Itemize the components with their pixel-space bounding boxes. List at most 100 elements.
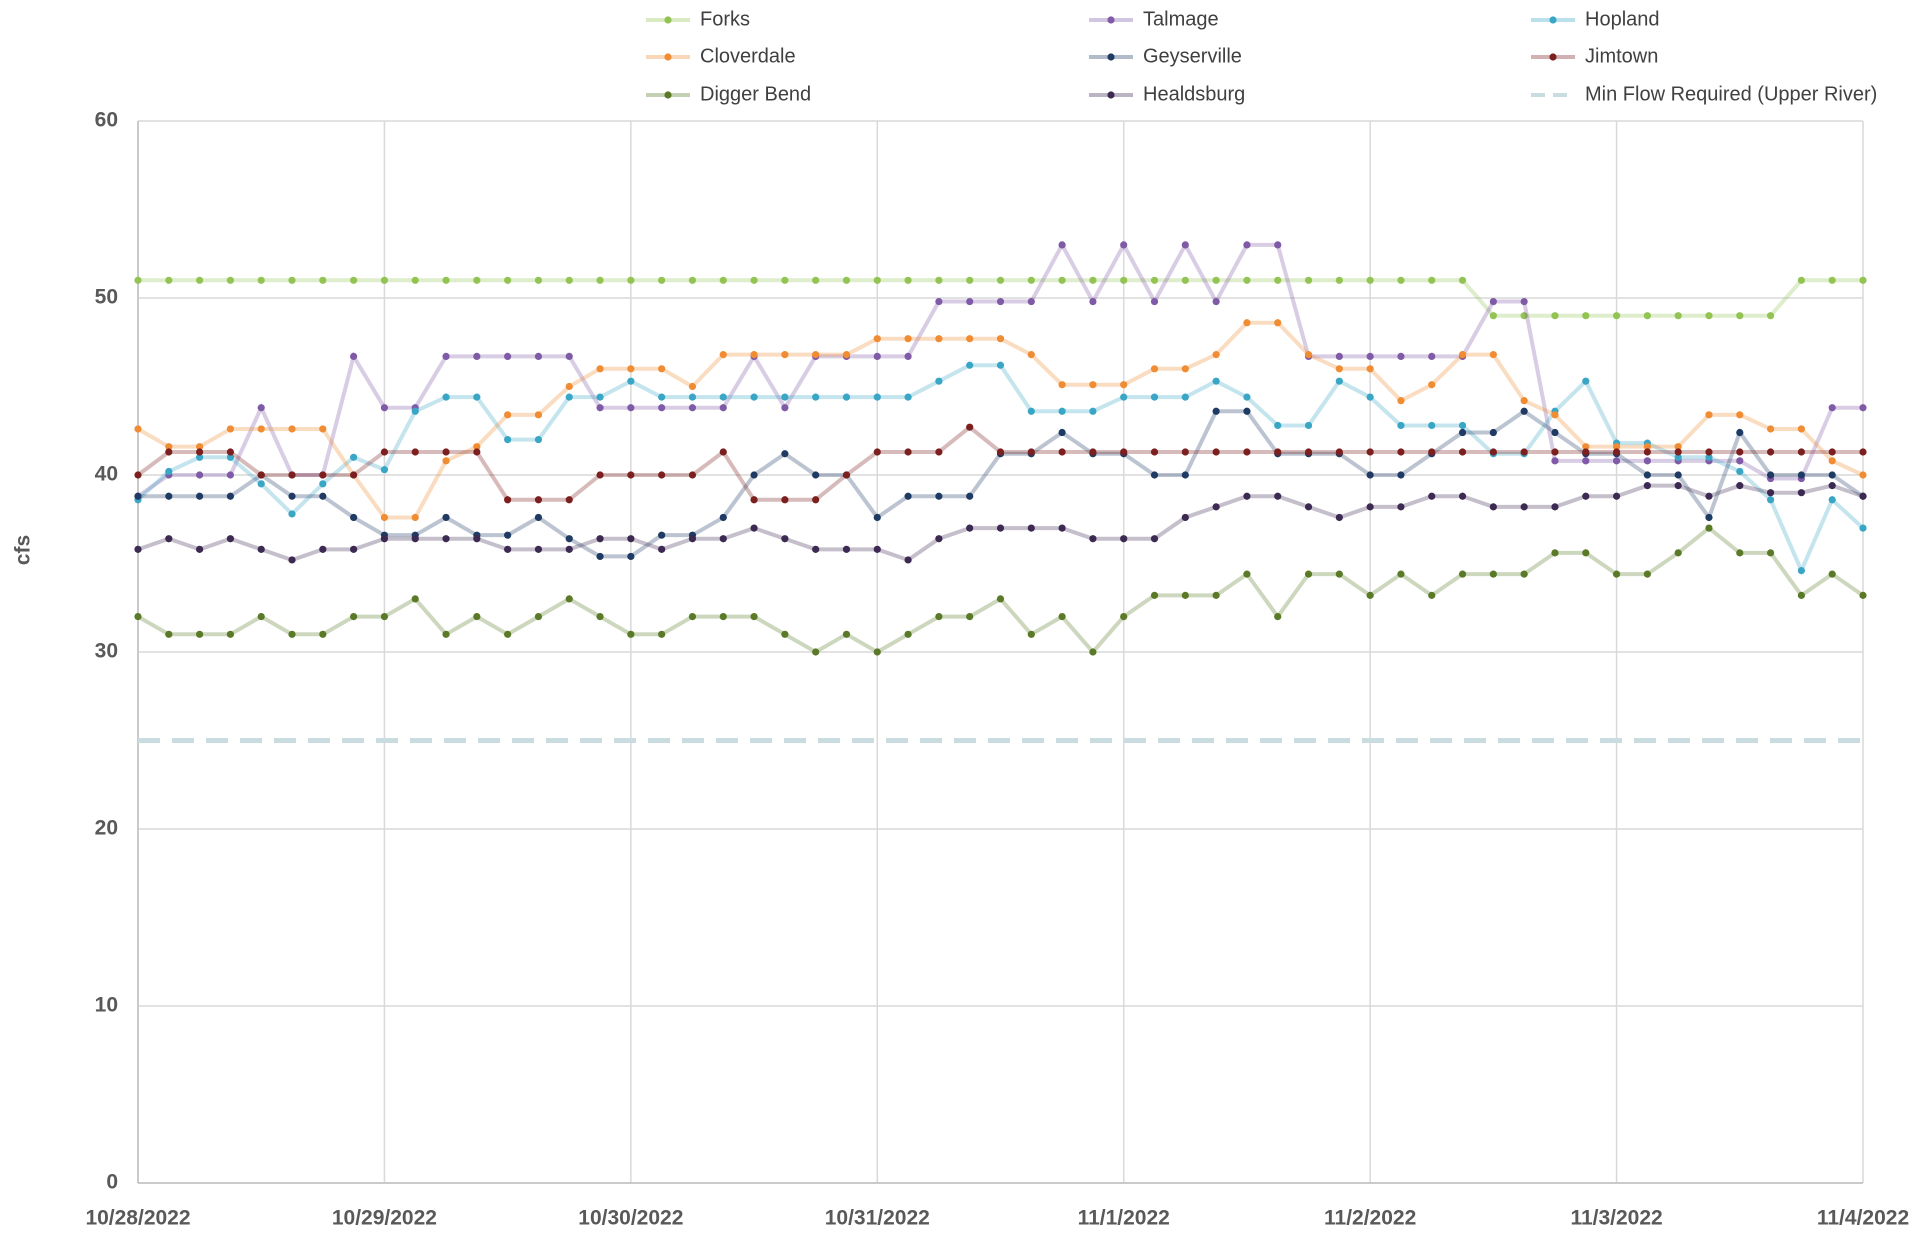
data-point [226, 535, 235, 543]
data-point [1582, 457, 1590, 465]
data-point [134, 545, 142, 553]
data-point [1335, 570, 1343, 578]
data-point [1797, 276, 1805, 284]
data-point [1428, 381, 1436, 389]
data-point [719, 351, 727, 359]
data-point [596, 365, 604, 373]
data-point [1643, 471, 1651, 479]
data-point [1397, 570, 1405, 578]
legend-label: Geyserville [1143, 45, 1242, 67]
data-point [196, 471, 204, 479]
data-point [1027, 276, 1035, 284]
data-point [1366, 365, 1374, 373]
data-point [1520, 312, 1528, 320]
data-point [688, 382, 697, 391]
data-point [1181, 448, 1189, 456]
data-point [196, 448, 204, 456]
data-point [473, 393, 481, 401]
data-point [1027, 630, 1035, 638]
data-point [750, 496, 758, 504]
data-point [1458, 492, 1467, 500]
data-point [473, 535, 481, 543]
data-point [1859, 276, 1867, 284]
legend-marker [664, 53, 672, 61]
data-point [411, 407, 419, 415]
data-point [350, 513, 358, 522]
data-point [534, 352, 543, 361]
data-point [134, 425, 142, 433]
data-point [1458, 351, 1467, 359]
data-point [1150, 393, 1159, 401]
data-point [750, 471, 758, 479]
data-point [1766, 448, 1775, 456]
data-point [658, 531, 666, 539]
data-point [966, 361, 974, 369]
data-point [534, 276, 543, 284]
data-point [719, 613, 727, 621]
legend-label: Jimtown [1585, 45, 1658, 67]
data-point [935, 335, 943, 343]
data-point [1027, 297, 1035, 306]
data-point [257, 276, 265, 284]
data-point [196, 453, 204, 461]
legend-label: Talmage [1143, 8, 1219, 30]
data-point [565, 535, 573, 543]
data-point [380, 466, 389, 474]
data-point [1705, 411, 1713, 419]
data-point [1458, 421, 1467, 430]
data-point [565, 276, 573, 284]
data-point [226, 492, 235, 500]
data-point [1828, 471, 1836, 479]
data-point [1428, 276, 1436, 284]
data-point [966, 276, 974, 284]
data-point [1150, 591, 1159, 599]
data-point [1274, 421, 1282, 430]
data-point [1797, 489, 1805, 497]
data-point [1705, 492, 1713, 500]
data-point [658, 393, 666, 401]
data-point [1089, 276, 1097, 284]
data-point [1828, 276, 1836, 284]
data-point [658, 545, 666, 553]
y-tick-label: 60 [95, 109, 118, 132]
data-point [750, 393, 758, 401]
data-point [1859, 492, 1867, 500]
data-point [1828, 448, 1836, 456]
data-point [1551, 411, 1559, 419]
data-point [350, 453, 358, 461]
data-point [1181, 365, 1189, 373]
data-point [966, 524, 974, 532]
data-point [1181, 276, 1189, 284]
data-point [1027, 407, 1035, 415]
data-point [411, 595, 419, 603]
data-point [658, 471, 666, 479]
data-point [196, 443, 204, 451]
legend-label: Healdsburg [1143, 83, 1245, 105]
data-point [1027, 524, 1035, 532]
data-point [935, 492, 943, 500]
data-point [935, 613, 943, 621]
data-point [719, 513, 727, 522]
legend-marker [1107, 53, 1115, 61]
data-point [1612, 457, 1621, 465]
data-point [1705, 513, 1713, 522]
data-point [842, 471, 851, 479]
data-point [1150, 448, 1159, 456]
y-tick-label: 30 [95, 640, 118, 663]
data-point [1212, 503, 1220, 511]
data-point [473, 276, 481, 284]
data-point [1397, 421, 1405, 430]
data-point [196, 630, 204, 638]
data-point [1520, 448, 1528, 456]
data-point [1274, 241, 1282, 249]
legend-marker [664, 16, 672, 24]
data-point [1027, 351, 1035, 359]
data-point [627, 471, 635, 479]
data-point [226, 471, 235, 479]
data-point [165, 492, 173, 500]
data-point [688, 471, 697, 479]
data-point [996, 524, 1005, 532]
data-point [442, 352, 450, 361]
data-point [1705, 524, 1713, 532]
data-point [1428, 448, 1436, 456]
